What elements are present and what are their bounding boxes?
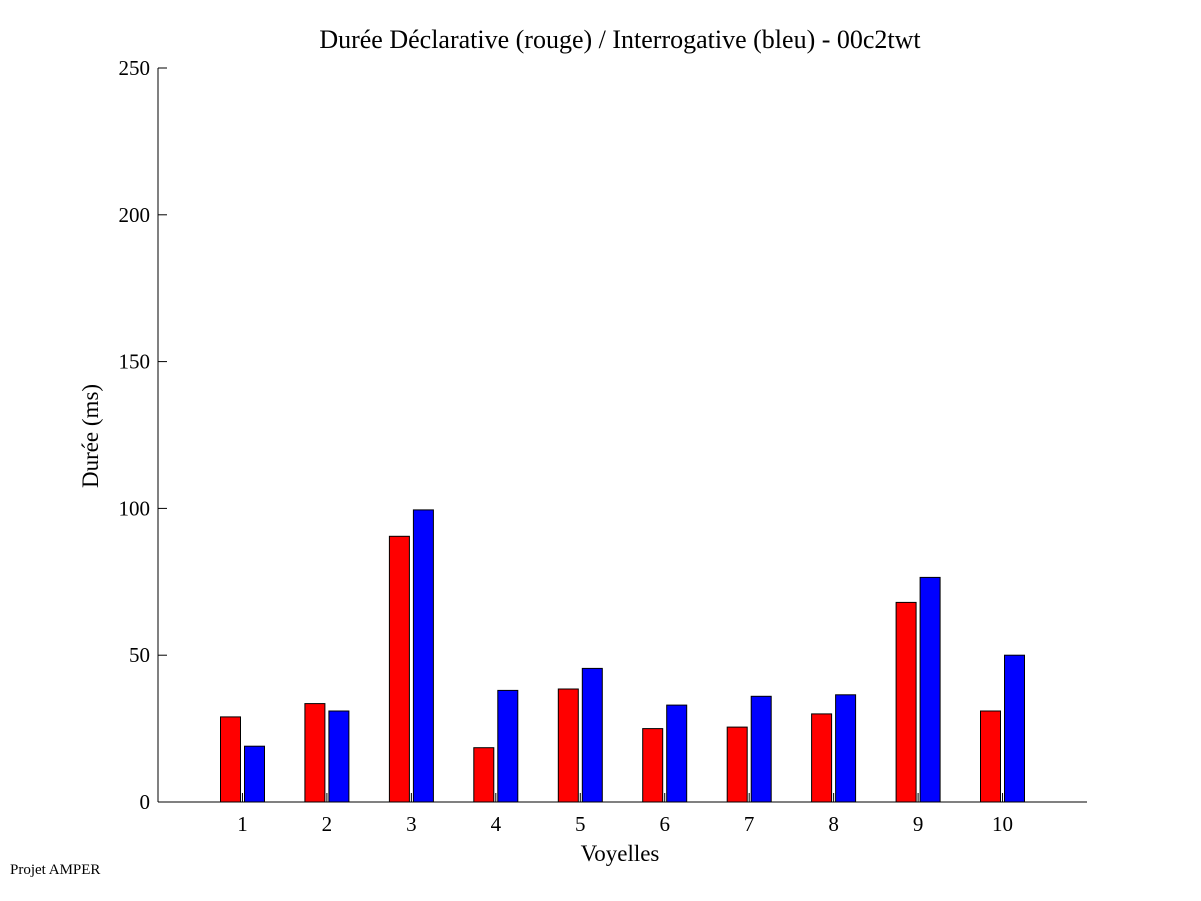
x-ticks-group: 1 2 3 4 5 6 7 8 9 10 <box>237 793 1013 836</box>
x-tick-label-9: 9 <box>913 812 924 836</box>
bar-s1-1 <box>220 716 241 803</box>
bar-s1-2 <box>304 703 326 803</box>
bar-s2-5 <box>581 667 603 803</box>
x-tick-label-3: 3 <box>406 812 417 836</box>
x-axis-label: Voyelles <box>581 841 660 866</box>
bar-s1-4 <box>473 747 495 803</box>
bar-s1-9 <box>895 601 917 803</box>
bar-s2-8 <box>835 694 857 803</box>
bar-s2-10 <box>1004 654 1025 803</box>
y-tick-label-50: 50 <box>129 643 150 667</box>
bar-s2-1 <box>244 745 265 803</box>
y-tick-label-0: 0 <box>140 790 151 814</box>
y-ticks-group: 0 50 100 150 200 250 <box>119 56 167 814</box>
x-tick-label-1: 1 <box>237 812 248 836</box>
y-tick-label-150: 150 <box>119 350 151 374</box>
bar-s2-7 <box>750 695 772 803</box>
x-tick-label-7: 7 <box>744 812 755 836</box>
bar-s1-5 <box>557 688 579 803</box>
x-tick-label-5: 5 <box>575 812 586 836</box>
bars-group <box>220 509 1025 803</box>
bar-s1-6 <box>642 728 664 803</box>
x-tick-label-2: 2 <box>322 812 333 836</box>
x-tick-label-6: 6 <box>659 812 670 836</box>
y-axis-label: Durée (ms) <box>78 384 103 488</box>
bar-s1-8 <box>811 713 833 803</box>
bar-s2-9 <box>919 576 941 803</box>
bar-s1-7 <box>726 726 748 803</box>
bar-s1-3 <box>388 535 410 803</box>
axes-group <box>157 68 1087 803</box>
bar-s2-3 <box>412 509 434 803</box>
y-tick-label-200: 200 <box>119 203 151 227</box>
y-tick-label-250: 250 <box>119 56 151 80</box>
x-tick-label-4: 4 <box>491 812 502 836</box>
bar-s2-6 <box>666 704 688 803</box>
footer-credit: Projet AMPER <box>10 862 101 878</box>
bar-s2-4 <box>497 689 519 803</box>
x-tick-label-10: 10 <box>992 812 1013 836</box>
y-tick-label-100: 100 <box>119 496 151 520</box>
bar-s1-10 <box>980 710 1001 803</box>
x-tick-label-8: 8 <box>828 812 839 836</box>
chart-title: Durée Déclarative (rouge) / Interrogativ… <box>319 25 921 54</box>
bar-s2-2 <box>328 710 350 803</box>
